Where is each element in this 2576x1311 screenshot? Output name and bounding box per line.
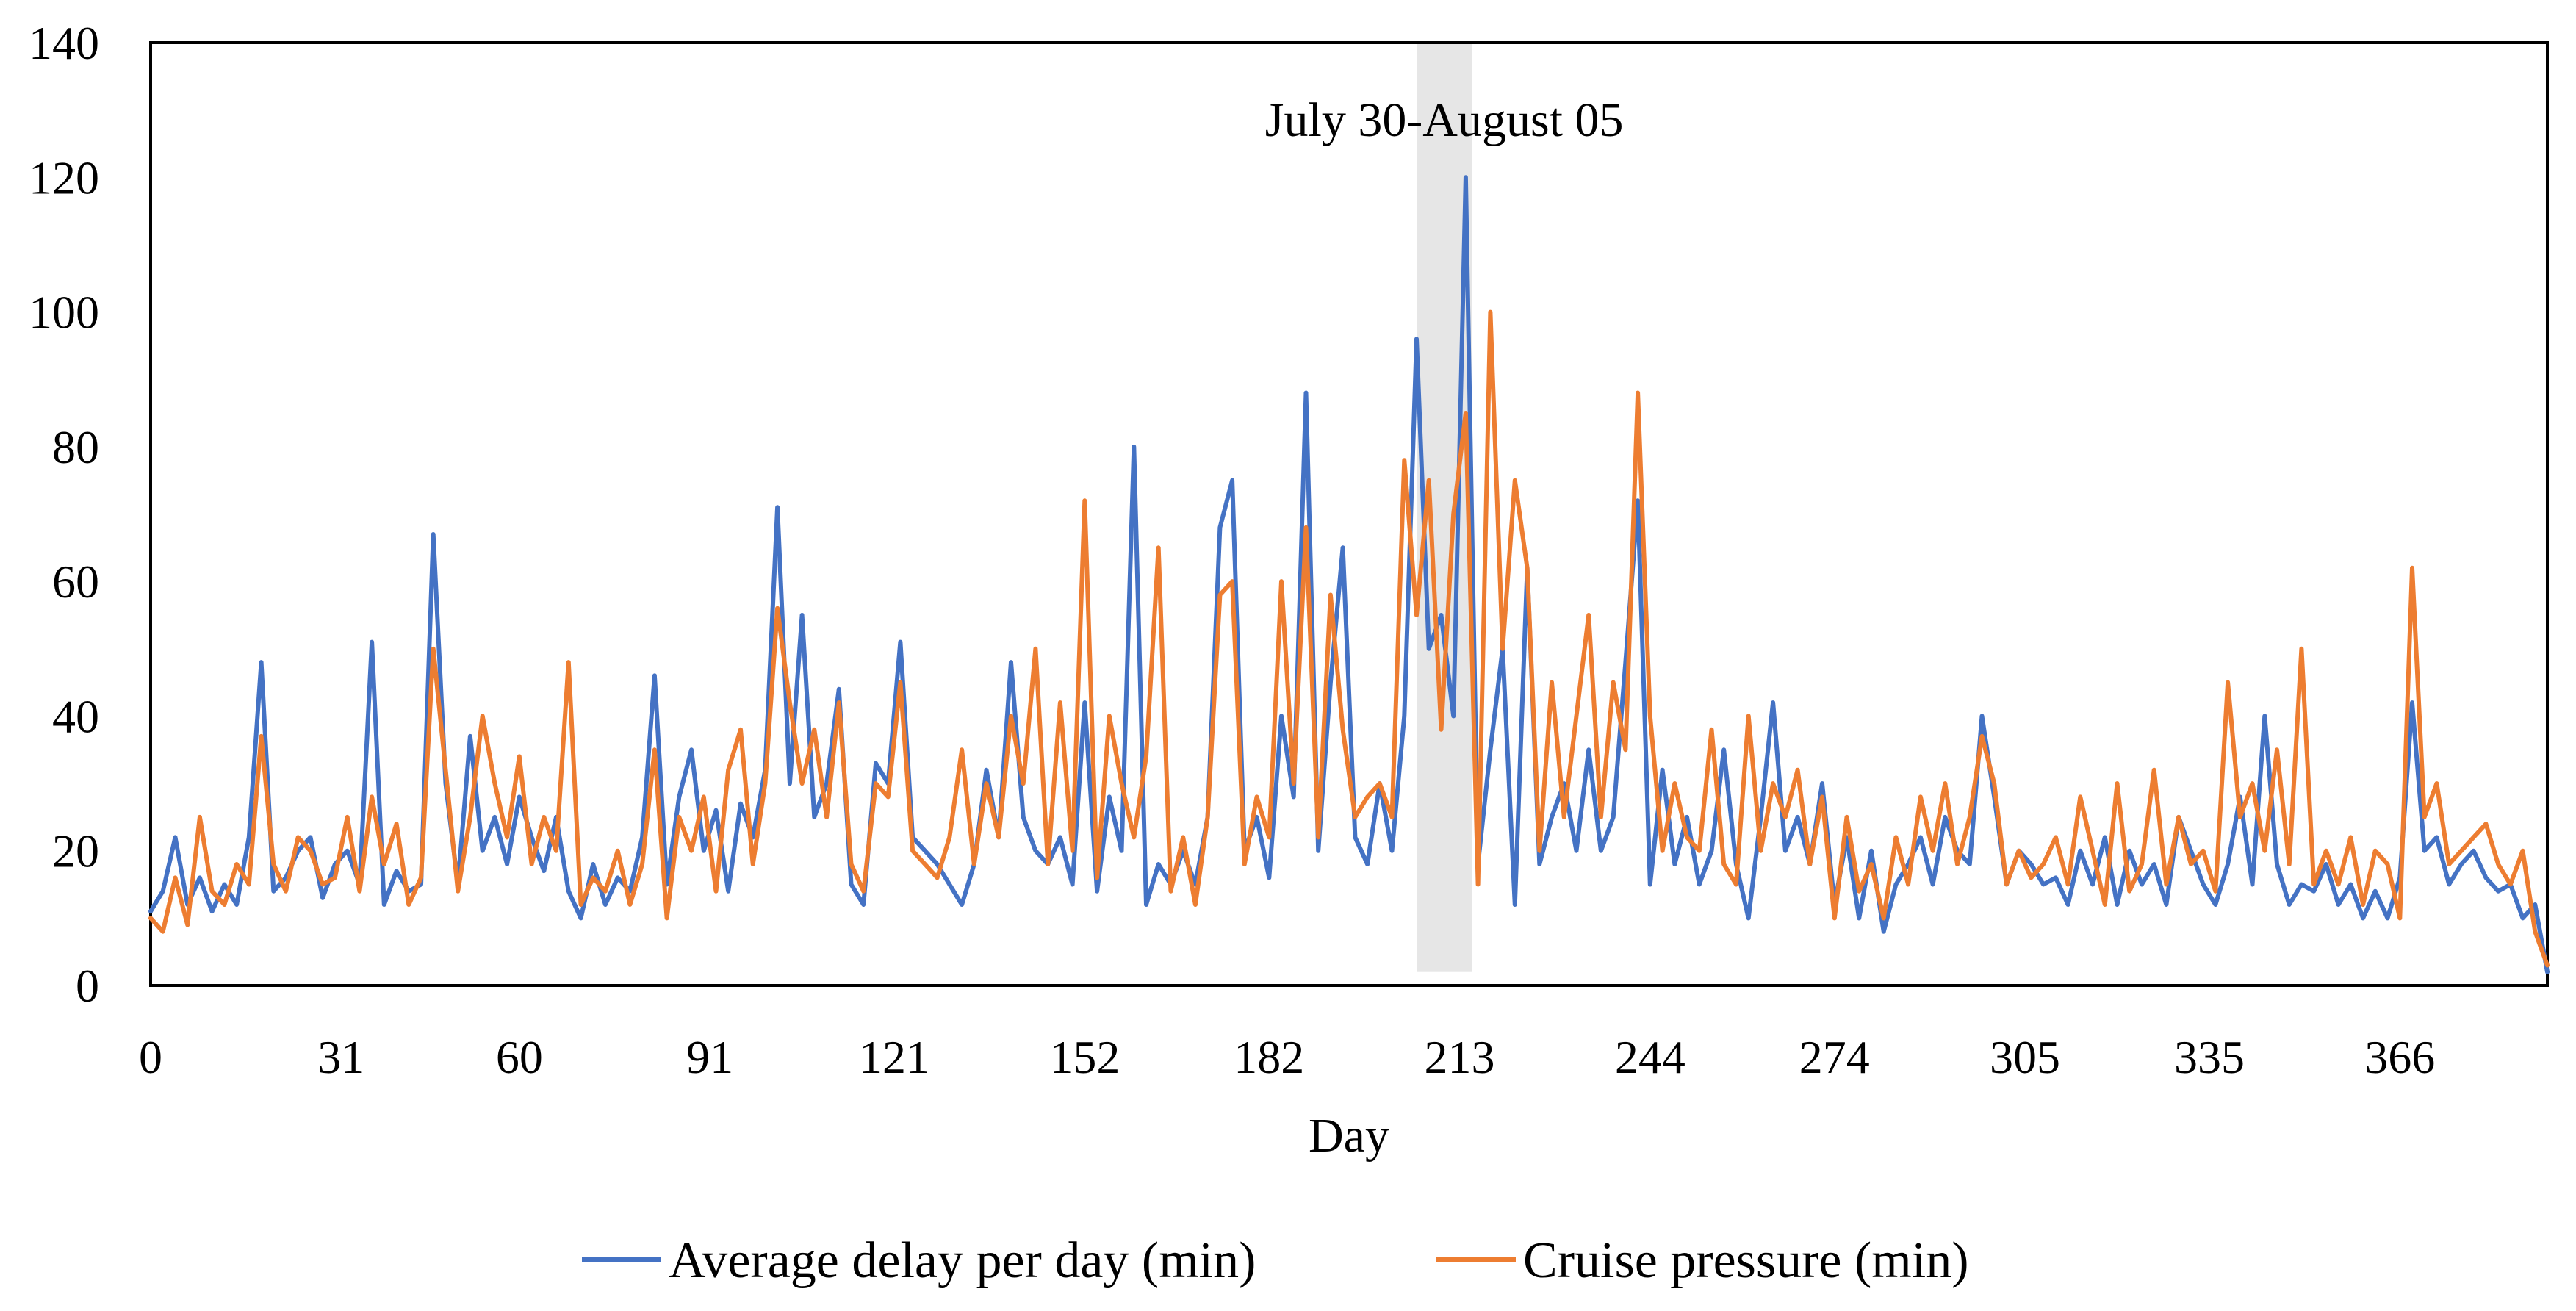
x-tick-label: 0 [139,1031,162,1083]
y-tick-label: 40 [52,690,99,742]
x-tick-label: 152 [1049,1031,1120,1083]
y-tick-label: 80 [52,421,99,473]
annotation-label: July 30-August 05 [1265,93,1624,147]
y-tick-label: 100 [29,287,99,339]
y-tick-label: 20 [52,825,99,877]
series-layer [148,175,2550,974]
x-tick-label: 305 [1990,1031,2060,1083]
x-tick-label: 244 [1615,1031,1685,1083]
legend-label-average-delay: Average delay per day (min) [669,1232,1256,1289]
y-axis-ticks: 0 20 40 60 80 100 120 140 [29,17,99,1012]
legend-label-cruise-pressure: Cruise pressure (min) [1523,1232,1969,1289]
x-axis-title: Day [1309,1109,1389,1163]
x-tick-label: 366 [2364,1031,2435,1083]
x-tick-label: 274 [1799,1031,1870,1083]
x-tick-label: 213 [1425,1031,1495,1083]
x-tick-label: 31 [317,1031,364,1083]
x-tick-label: 91 [686,1031,733,1083]
x-tick-label: 182 [1234,1031,1304,1083]
y-tick-label: 0 [76,960,99,1012]
y-tick-label: 140 [29,17,99,69]
series-line-cruise-pressure [148,309,2550,968]
x-tick-label: 60 [496,1031,543,1083]
x-tick-label: 121 [859,1031,929,1083]
x-axis-ticks: 0 31 60 91 121 152 182 213 244 274 305 335 366 [139,1031,2435,1083]
y-tick-label: 60 [52,556,99,608]
y-tick-label: 120 [29,151,99,204]
plot-frame [149,41,2549,987]
x-tick-label: 335 [2174,1031,2245,1083]
series-line-average-delay [148,175,2550,974]
legend: Average delay per day (min) Cruise press… [582,1232,1969,1289]
